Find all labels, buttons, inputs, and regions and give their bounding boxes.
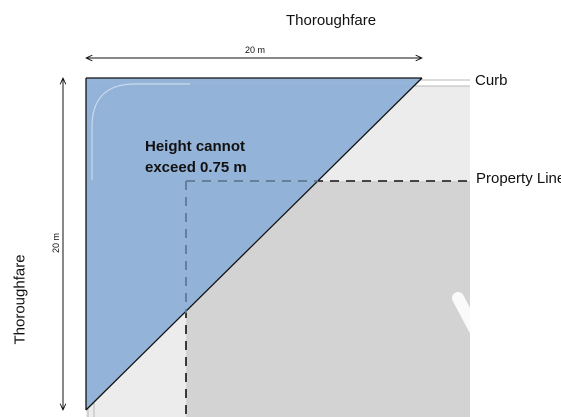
height-note: Height cannot exceed 0.75 m	[145, 136, 247, 178]
sight-triangle-hypotenuse	[85, 77, 423, 411]
watermark-strokes	[452, 252, 561, 382]
thoroughfare-left-label: Thoroughfare	[11, 254, 29, 345]
height-note-line1: Height cannot	[145, 138, 245, 155]
curb-label: Curb	[475, 72, 508, 89]
property-line-label: Property Line	[476, 170, 561, 187]
dimension-horizontal-label: 20 m	[245, 45, 266, 55]
thoroughfare-top-label: Thoroughfare	[286, 12, 377, 29]
dimension-vertical-label: 20 m	[51, 232, 62, 254]
height-note-line2: exceed 0.75 m	[145, 159, 247, 176]
sight-triangle-corner-curve	[91, 83, 190, 180]
